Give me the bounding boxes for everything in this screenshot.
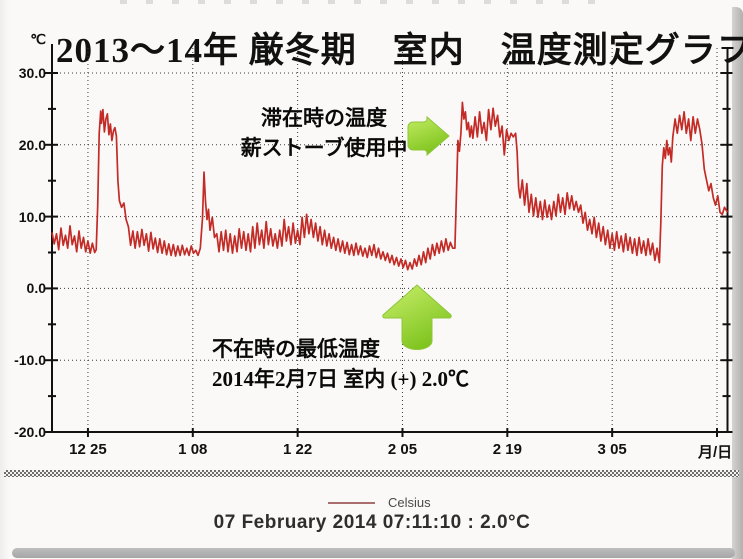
y-axis-tick-label: 10.0 [18,208,46,225]
x-axis-unit-label: 月/日 [698,444,733,461]
hatched-divider-band [4,470,739,477]
x-axis-tick-label: 1 22 [283,441,313,458]
cropped-text-remnant [120,0,600,4]
footer-timestamp: 07 February 2014 07:11:10 : 2.0°C [213,512,531,533]
annotation-away-line2: 2014年2月7日 室内 (+) 2.0℃ [212,367,469,391]
legend-line-swatch [328,502,375,504]
y-axis-tick-label: 0.0 [26,280,46,297]
y-axis-tick-label: -10.0 [14,352,46,369]
annotation-stay-temperature: 滞在時の温度 薪ストーブ使用中 [196,103,452,163]
annotation-away-line1: 不在時の最低温度 [212,337,380,361]
page-bottom-bar [12,548,735,558]
chart-legend: Celsius [300,494,480,512]
annotation-away-minimum: 不在時の最低温度 2014年2月7日 室内 (+) 2.0℃ [212,334,469,394]
chart-title: 2013～14年 厳冬期 室内 温度測定グラフ [56,31,743,70]
y-axis-unit-label: ℃ [30,31,46,47]
annotation-stay-line1: 滞在時の温度 [261,106,387,130]
y-axis-tick-label: 30.0 [18,65,46,81]
x-axis-tick-label: 3 05 [597,441,627,458]
up-arrow-icon [382,284,452,350]
y-axis-tick-label: -20.0 [14,424,46,440]
x-axis-tick-label: 12 25 [69,441,107,458]
legend-series-label: Celsius [388,495,431,510]
x-axis-tick-label: 2 05 [387,441,418,458]
x-axis-tick-label: 1 08 [178,441,208,458]
annotation-stay-line2: 薪ストーブ使用中 [240,136,408,160]
page-right-edge [732,7,743,559]
page-left-edge [0,0,9,559]
x-axis-tick-label: 2 19 [492,441,522,458]
right-arrow-icon [407,115,450,157]
y-axis-tick-label: 20.0 [18,136,46,153]
